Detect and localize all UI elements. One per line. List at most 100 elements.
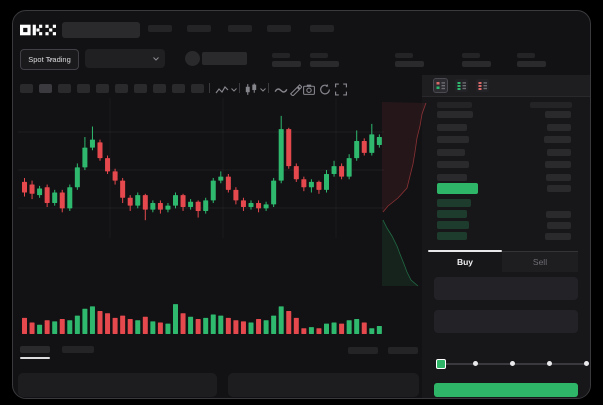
candle-body bbox=[354, 141, 360, 159]
history-tab-placeholder[interactable] bbox=[62, 346, 94, 353]
timeframe-button[interactable] bbox=[77, 84, 90, 93]
buy-tab-active-indicator bbox=[428, 250, 502, 252]
bid-amount-bar[interactable] bbox=[545, 233, 571, 240]
ask-amount-bar[interactable] bbox=[547, 149, 571, 156]
line-tool-icon[interactable] bbox=[274, 84, 288, 97]
chevron-down-icon[interactable] bbox=[231, 88, 237, 92]
orders-tab-placeholder[interactable] bbox=[20, 346, 50, 353]
fullscreen-icon[interactable] bbox=[334, 83, 348, 96]
nav-item-placeholder[interactable] bbox=[228, 25, 252, 32]
price-input-field[interactable] bbox=[434, 277, 578, 300]
candle-body bbox=[173, 195, 178, 206]
bid-amount-bar[interactable] bbox=[547, 222, 571, 229]
candle-body bbox=[44, 187, 50, 204]
volume-bar bbox=[180, 313, 186, 334]
draw-pencil-icon[interactable] bbox=[288, 83, 302, 96]
refresh-icon[interactable] bbox=[318, 83, 332, 96]
bottom-action-placeholder[interactable] bbox=[388, 347, 418, 354]
timeframe-button[interactable] bbox=[153, 84, 166, 93]
ask-price-bar[interactable] bbox=[437, 111, 473, 118]
bid-price-bar[interactable] bbox=[437, 199, 471, 207]
candle-body bbox=[376, 137, 382, 145]
ask-price-bar[interactable] bbox=[437, 161, 469, 168]
candle-body bbox=[52, 192, 58, 204]
okx-logo-icon bbox=[20, 24, 56, 36]
bid-price-bar[interactable] bbox=[437, 232, 467, 240]
nav-item-placeholder[interactable] bbox=[187, 25, 211, 32]
ask-amount-bar[interactable] bbox=[544, 136, 571, 143]
timeframe-button[interactable] bbox=[172, 84, 185, 93]
ask-amount-bar[interactable] bbox=[547, 124, 571, 131]
buy-tab[interactable]: Buy bbox=[456, 257, 474, 267]
candle-body bbox=[286, 129, 292, 167]
stat-label-placeholder bbox=[272, 53, 290, 58]
nav-item-placeholder[interactable] bbox=[310, 25, 334, 32]
slider-handle[interactable] bbox=[436, 359, 446, 369]
ask-amount-bar[interactable] bbox=[545, 111, 571, 118]
timeframe-button[interactable] bbox=[115, 84, 128, 93]
timeframe-button[interactable] bbox=[191, 84, 204, 93]
slider-dot[interactable] bbox=[546, 361, 552, 366]
timeframe-button[interactable] bbox=[39, 84, 52, 93]
candlestick-chart[interactable] bbox=[18, 98, 384, 238]
bottom-action-placeholder[interactable] bbox=[348, 347, 378, 354]
candle-body bbox=[210, 180, 216, 201]
bid-price-bar[interactable] bbox=[437, 221, 469, 229]
last-price-badge[interactable] bbox=[437, 183, 478, 194]
candle-body bbox=[135, 195, 141, 206]
slider-dot[interactable] bbox=[509, 361, 515, 366]
volume-bar bbox=[97, 311, 103, 334]
ask-price-bar[interactable] bbox=[437, 124, 467, 131]
nav-item-placeholder[interactable] bbox=[148, 25, 172, 32]
candle-body bbox=[22, 181, 27, 193]
ask-price-bar[interactable] bbox=[437, 174, 467, 181]
buy-submit-button[interactable] bbox=[434, 383, 578, 397]
depth-chart bbox=[382, 102, 427, 287]
stat-label-placeholder bbox=[462, 53, 480, 58]
trading-pair-selector[interactable] bbox=[85, 49, 165, 68]
book-view-combined-icon[interactable] bbox=[433, 78, 448, 93]
book-amount-column-header bbox=[530, 102, 572, 108]
book-price-column-header bbox=[437, 102, 472, 108]
slider-dot[interactable] bbox=[472, 361, 478, 366]
sell-tab-background bbox=[502, 251, 578, 272]
volume-bar bbox=[112, 317, 118, 334]
ask-price-bar[interactable] bbox=[437, 149, 465, 156]
volume-bar bbox=[369, 328, 375, 334]
candle-body bbox=[29, 184, 35, 194]
bid-price-bar[interactable] bbox=[437, 210, 467, 218]
timeframe-button[interactable] bbox=[58, 84, 71, 93]
timeframe-button[interactable] bbox=[20, 84, 33, 93]
timeframe-button[interactable] bbox=[134, 84, 147, 93]
ask-amount-bar[interactable] bbox=[547, 185, 571, 192]
candle-body bbox=[105, 158, 111, 172]
toolbar-divider bbox=[239, 83, 240, 93]
market-type-selector[interactable]: Spot Trading bbox=[20, 49, 79, 70]
volume-bar bbox=[218, 315, 224, 334]
book-view-asks-icon[interactable] bbox=[476, 79, 489, 92]
candle-body bbox=[142, 195, 148, 210]
volume-bar bbox=[233, 320, 239, 334]
bid-amount-bar[interactable] bbox=[546, 211, 571, 218]
slider-dot[interactable] bbox=[583, 361, 589, 366]
chart-style-icon[interactable] bbox=[244, 83, 258, 96]
market-type-label: Spot Trading bbox=[28, 55, 71, 64]
volume-bar bbox=[286, 311, 292, 334]
volume-bar bbox=[105, 313, 111, 334]
ask-amount-bar[interactable] bbox=[545, 161, 571, 168]
timeframe-button[interactable] bbox=[96, 84, 109, 93]
nav-item-placeholder[interactable] bbox=[267, 25, 291, 32]
volume-bar bbox=[256, 319, 262, 334]
candle-body bbox=[248, 203, 254, 207]
sell-tab[interactable]: Sell bbox=[532, 257, 548, 267]
search-input[interactable] bbox=[62, 22, 140, 38]
volume-bar bbox=[376, 325, 382, 334]
book-view-bids-icon[interactable] bbox=[455, 79, 468, 92]
ask-amount-bar[interactable] bbox=[546, 174, 571, 181]
screenshot-camera-icon[interactable] bbox=[302, 83, 316, 96]
volume-bar bbox=[127, 319, 133, 334]
chevron-down-icon[interactable] bbox=[260, 88, 266, 92]
ask-price-bar[interactable] bbox=[437, 136, 469, 143]
amount-input-field[interactable] bbox=[434, 310, 578, 333]
indicators-icon[interactable] bbox=[215, 84, 229, 97]
